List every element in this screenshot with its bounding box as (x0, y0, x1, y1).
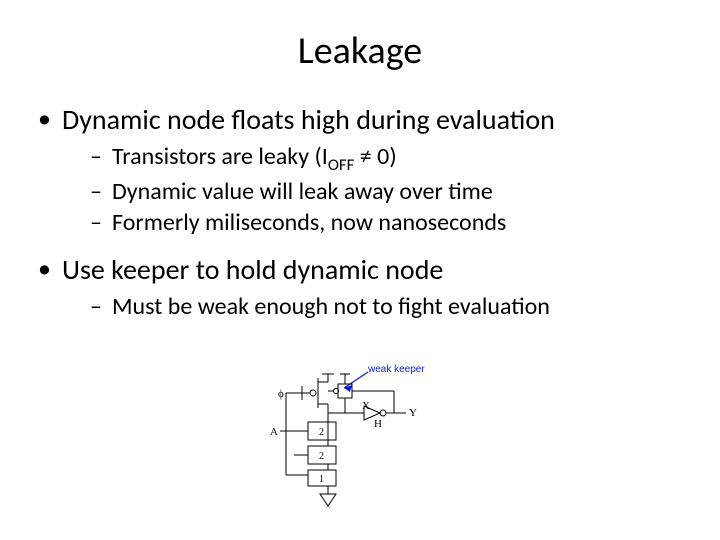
bullet-1-sub-1: Transistors are leaky (IOFF ≠ 0) (90, 141, 692, 176)
gnd-symbol (320, 494, 336, 506)
b1s1-sub: OFF (328, 154, 355, 175)
bullet-1-text: Dynamic node floats high during evaluati… (62, 102, 555, 137)
bullet-1-sub-3: Formerly miliseconds, now nanoseconds (90, 207, 692, 238)
slide: Leakage Dynamic node floats high during … (0, 28, 720, 540)
x-label: X (362, 400, 370, 412)
bullet-list: Dynamic node floats high during evaluati… (36, 102, 692, 322)
bullet-1-subs: Transistors are leaky (IOFF ≠ 0) Dynamic… (62, 141, 692, 238)
bullet-2-text: Use keeper to hold dynamic node (62, 252, 443, 287)
slide-title: Leakage (0, 28, 720, 74)
phi-label: ϕ (278, 388, 284, 400)
weak-keeper-label: weak keeper (367, 364, 425, 375)
b1s1-post: ≠ 0) (354, 142, 396, 171)
b1s1-pre: Transistors are leaky (I (112, 142, 328, 171)
nmos-clk-size: 1 (319, 474, 324, 485)
bullet-2-subs: Must be weak enough not to fight evaluat… (62, 291, 692, 322)
y-label: Y (409, 407, 417, 419)
bullet-1: Dynamic node floats high during evaluati… (36, 102, 692, 238)
h-label: H (374, 418, 382, 430)
slide-body: Dynamic node floats high during evaluati… (0, 102, 720, 322)
bullet-2: Use keeper to hold dynamic node Must be … (36, 252, 692, 322)
circuit-svg: weak keeper (246, 360, 436, 510)
bullet-1-sub-2: Dynamic value will leak away over time (90, 176, 692, 207)
nmos-a-size: 2 (319, 427, 324, 438)
a-label: A (270, 426, 278, 438)
bullet-2-sub-1: Must be weak enough not to fight evaluat… (90, 291, 692, 322)
nmos-b-size: 2 (319, 451, 324, 462)
circuit-diagram: weak keeper (246, 360, 436, 510)
pmos-bubble (310, 390, 316, 396)
